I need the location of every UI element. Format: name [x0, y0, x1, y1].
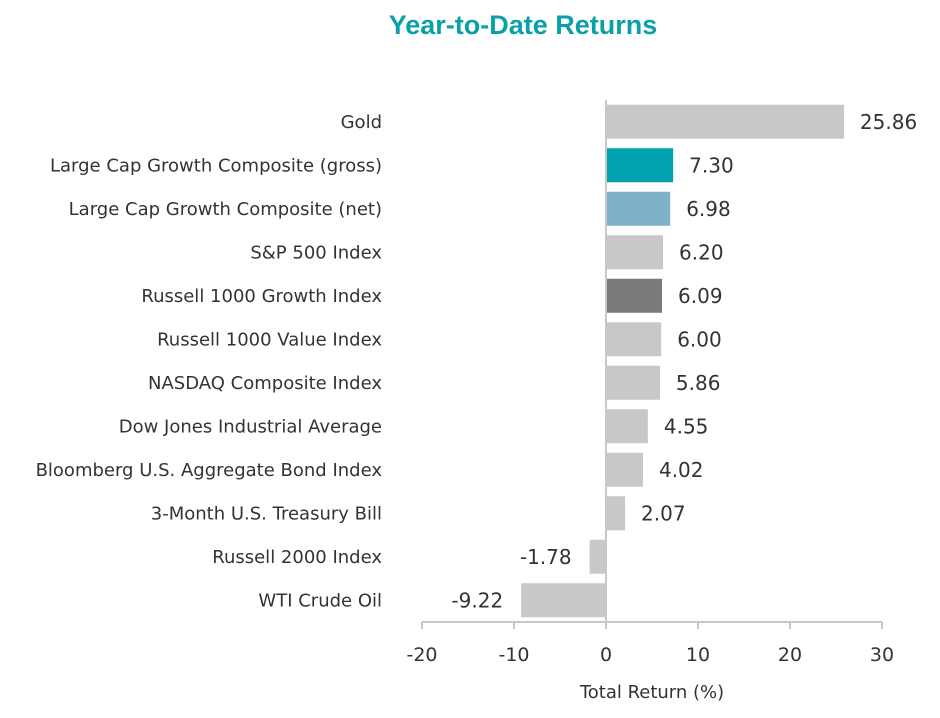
category-label: Bloomberg U.S. Aggregate Bond Index: [36, 460, 383, 481]
bar: [606, 104, 844, 139]
x-tick-label: 0: [600, 644, 612, 666]
category-label: 3-Month U.S. Treasury Bill: [151, 503, 382, 524]
category-label: Russell 1000 Growth Index: [141, 286, 382, 307]
data-label: 6.00: [677, 327, 722, 351]
category-label: Large Cap Growth Composite (net): [69, 199, 382, 220]
bars-layer: Gold 25.86 Large Cap Growth Composite (gro…: [36, 104, 917, 618]
x-tick-label: 30: [870, 644, 894, 666]
x-tick-label: -10: [498, 644, 529, 666]
category-label: Dow Jones Industrial Average: [119, 416, 382, 437]
data-label: 2.07: [641, 501, 686, 525]
bar: [606, 191, 671, 226]
category-label: Gold: [341, 112, 382, 133]
x-tick-label: -20: [406, 644, 437, 666]
bar: [589, 539, 606, 574]
data-label: 6.09: [678, 284, 723, 308]
bar: [606, 409, 648, 444]
x-tick-label: 20: [778, 644, 802, 666]
bar: [606, 365, 660, 400]
data-label: 4.02: [659, 458, 704, 482]
data-label: -1.78: [520, 545, 572, 569]
data-label: 5.86: [676, 371, 721, 395]
x-axis-title: Total Return (%): [579, 682, 724, 703]
chart-title: Year-to-Date Returns: [389, 10, 658, 40]
data-label: -9.22: [451, 588, 503, 612]
data-label: 6.98: [686, 197, 731, 221]
bar: [521, 583, 606, 618]
data-label: 4.55: [664, 414, 709, 438]
bar: [606, 322, 662, 357]
bar: [606, 278, 663, 313]
x-tick-label: 10: [686, 644, 710, 666]
bar: [606, 496, 626, 531]
category-label: S&P 500 Index: [250, 242, 382, 263]
category-label: Large Cap Growth Composite (gross): [50, 155, 382, 176]
bar: [606, 452, 643, 487]
category-label: Russell 1000 Value Index: [157, 329, 382, 350]
category-label: Russell 2000 Index: [212, 547, 382, 568]
bar: [606, 235, 664, 270]
data-label: 7.30: [689, 153, 734, 177]
category-label: NASDAQ Composite Index: [148, 373, 382, 394]
category-label: WTI Crude Oil: [258, 590, 382, 611]
bar: [606, 148, 674, 183]
data-label: 25.86: [860, 110, 917, 134]
data-label: 6.20: [679, 240, 724, 264]
x-axis: -20 -10 0 10 20 30: [406, 100, 894, 666]
